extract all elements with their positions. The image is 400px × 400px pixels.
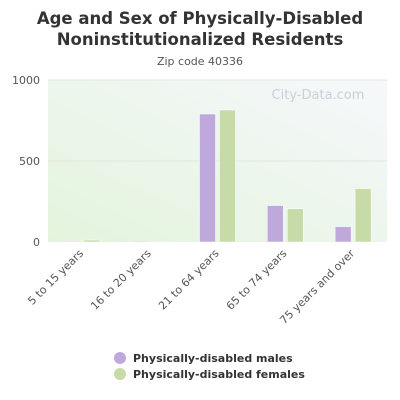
bar-males: [334, 226, 352, 243]
legend-item-males: Physically-disabled males: [114, 350, 305, 366]
legend-swatch-males: [114, 352, 126, 364]
x-tick-label: 5 to 15 years: [25, 247, 86, 308]
y-tick-label: 500: [19, 155, 40, 168]
x-tick-label: 75 years and over: [277, 247, 357, 327]
x-tick-label: 65 to 74 years: [224, 247, 290, 313]
watermark: City-Data.com: [272, 88, 365, 103]
y-tick-label: 1000: [12, 74, 40, 87]
bar-females: [219, 109, 236, 243]
bar-females: [83, 239, 101, 243]
legend-swatch-females: [114, 368, 126, 380]
x-tick-label: 16 to 20 years: [88, 247, 154, 313]
bar-males: [199, 113, 216, 243]
bar-females: [151, 241, 168, 243]
chart-subtitle: Zip code 40336: [156, 55, 244, 68]
chart-title: Age and Sex of Physically-Disabled Nonin…: [0, 8, 400, 50]
chart-title-line-2: Noninstitutionalized Residents: [56, 30, 344, 49]
legend-label-males: Physically-disabled males: [133, 351, 293, 365]
legend: Physically-disabled males Physically-dis…: [114, 350, 305, 382]
bar-females: [354, 188, 372, 243]
legend-item-females: Physically-disabled females: [114, 366, 305, 382]
chart-title-line-1: Age and Sex of Physically-Disabled: [36, 9, 364, 28]
legend-label-females: Physically-disabled females: [133, 367, 305, 381]
bar-females: [287, 208, 304, 243]
bar-males: [267, 205, 284, 243]
y-tick-label: 0: [33, 236, 40, 249]
bar-males: [63, 240, 81, 243]
bar-males: [131, 241, 148, 243]
x-tick-label: 21 to 64 years: [156, 247, 222, 313]
